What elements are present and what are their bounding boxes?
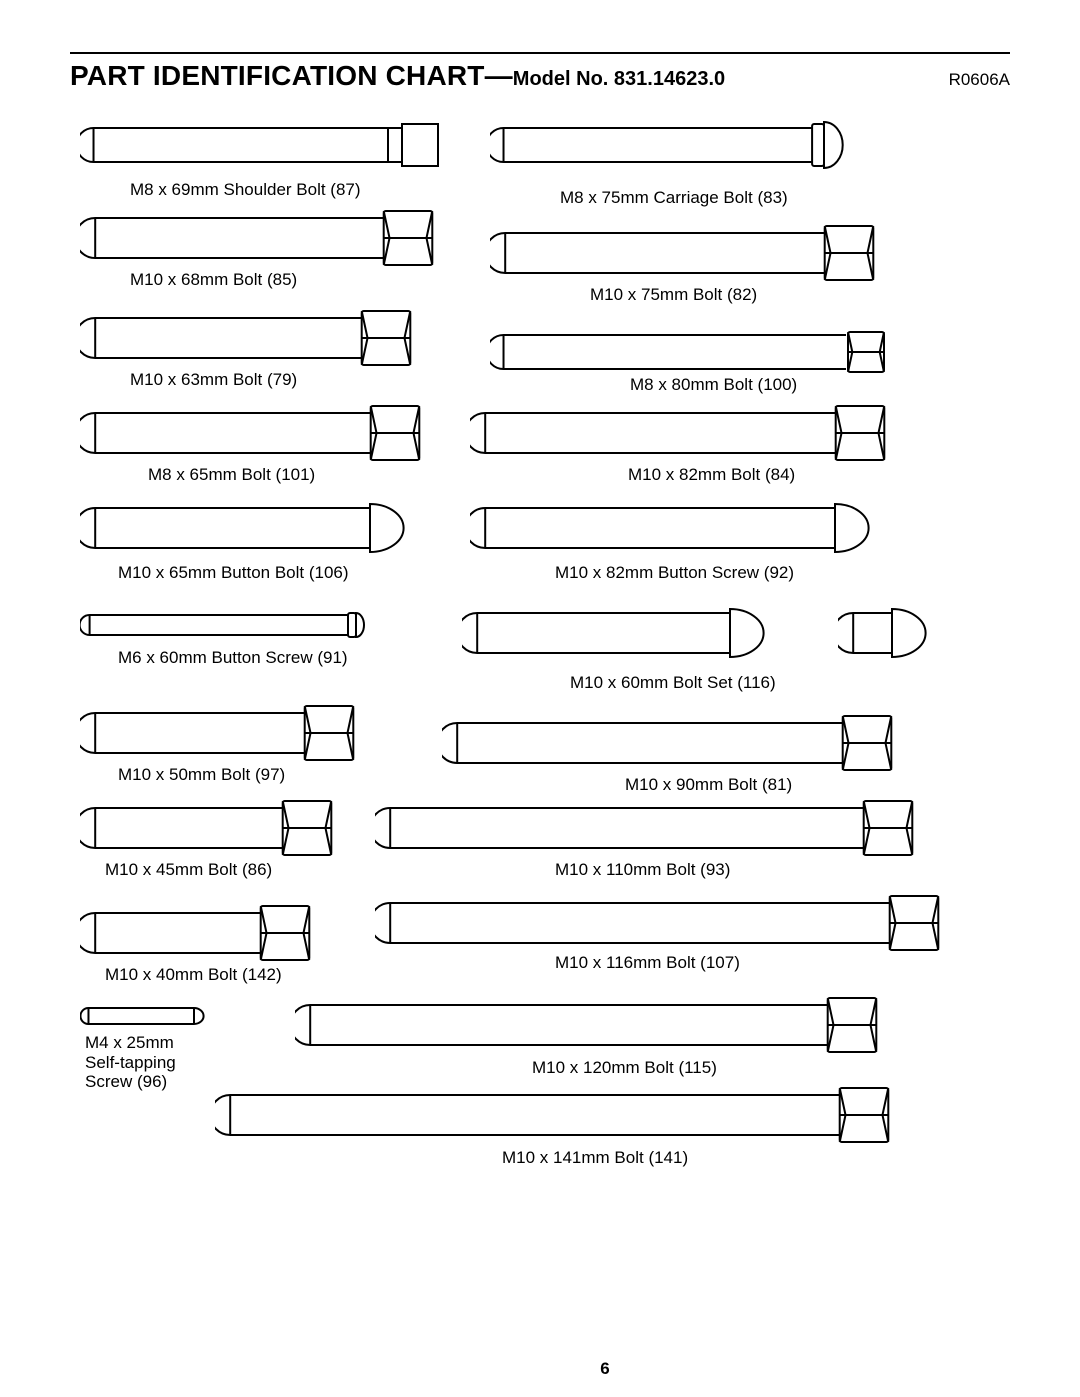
- part-label: M10 x 63mm Bolt (79): [130, 370, 297, 390]
- part-p142: [80, 898, 316, 968]
- doc-rev: R0606A: [949, 70, 1010, 90]
- part-p92: [470, 493, 873, 563]
- part-label: M10 x 45mm Bolt (86): [105, 860, 272, 880]
- page: PART IDENTIFICATION CHART—Model No. 831.…: [0, 0, 1080, 1397]
- parts-area: M8 x 69mm Shoulder Bolt (87) M10 x 68mm …: [70, 108, 1010, 1338]
- part-label: M8 x 80mm Bolt (100): [630, 375, 797, 395]
- part-label: M10 x 141mm Bolt (141): [502, 1148, 688, 1168]
- part-p101: [80, 398, 426, 468]
- part-p83: [490, 113, 874, 177]
- part-p106: [80, 493, 408, 563]
- part-p107: [375, 888, 945, 958]
- header: PART IDENTIFICATION CHART—Model No. 831.…: [70, 60, 1010, 92]
- part-label: M4 x 25mm Self-tapping Screw (96): [85, 1033, 176, 1092]
- part-p97: [80, 698, 360, 768]
- part-label: M10 x 82mm Bolt (84): [628, 465, 795, 485]
- part-p79: [80, 303, 417, 373]
- part-label: M10 x 65mm Button Bolt (106): [118, 563, 349, 583]
- part-label: M10 x 60mm Bolt Set (116): [570, 673, 776, 693]
- part-label: M10 x 116mm Bolt (107): [555, 953, 740, 973]
- part-p93: [375, 793, 919, 863]
- header-rule: [70, 52, 1010, 54]
- part-p81: [442, 708, 898, 778]
- part-label: M8 x 69mm Shoulder Bolt (87): [130, 180, 361, 200]
- part-p141: [215, 1080, 895, 1150]
- title-sub: Model No. 831.14623.0: [513, 68, 725, 90]
- part-label: M8 x 65mm Bolt (101): [148, 465, 315, 485]
- part-label: M6 x 60mm Button Screw (91): [118, 648, 348, 668]
- part-label: M10 x 110mm Bolt (93): [555, 860, 730, 880]
- part-p91: [80, 600, 372, 650]
- part-p85: [80, 203, 439, 273]
- title-main: PART IDENTIFICATION CHART—: [70, 60, 513, 91]
- part-p82: [490, 218, 880, 288]
- page-number: 6: [65, 1359, 1080, 1379]
- part-p86: [80, 793, 338, 863]
- part-label: M10 x 75mm Bolt (82): [590, 285, 757, 305]
- part-label: M8 x 75mm Carriage Bolt (83): [560, 188, 788, 208]
- part-label: M10 x 50mm Bolt (97): [118, 765, 285, 785]
- part-label: M10 x 82mm Button Screw (92): [555, 563, 794, 583]
- page-title: PART IDENTIFICATION CHART—Model No. 831.…: [70, 60, 725, 92]
- part-p87: [80, 113, 446, 177]
- part-label: M10 x 40mm Bolt (142): [105, 965, 282, 985]
- part-p84: [470, 398, 891, 468]
- part-label: M10 x 90mm Bolt (81): [625, 775, 792, 795]
- part-label: M10 x 120mm Bolt (115): [532, 1058, 717, 1078]
- part-p116: [462, 598, 768, 668]
- part-label: M10 x 68mm Bolt (85): [130, 270, 297, 290]
- part-p115: [295, 990, 883, 1060]
